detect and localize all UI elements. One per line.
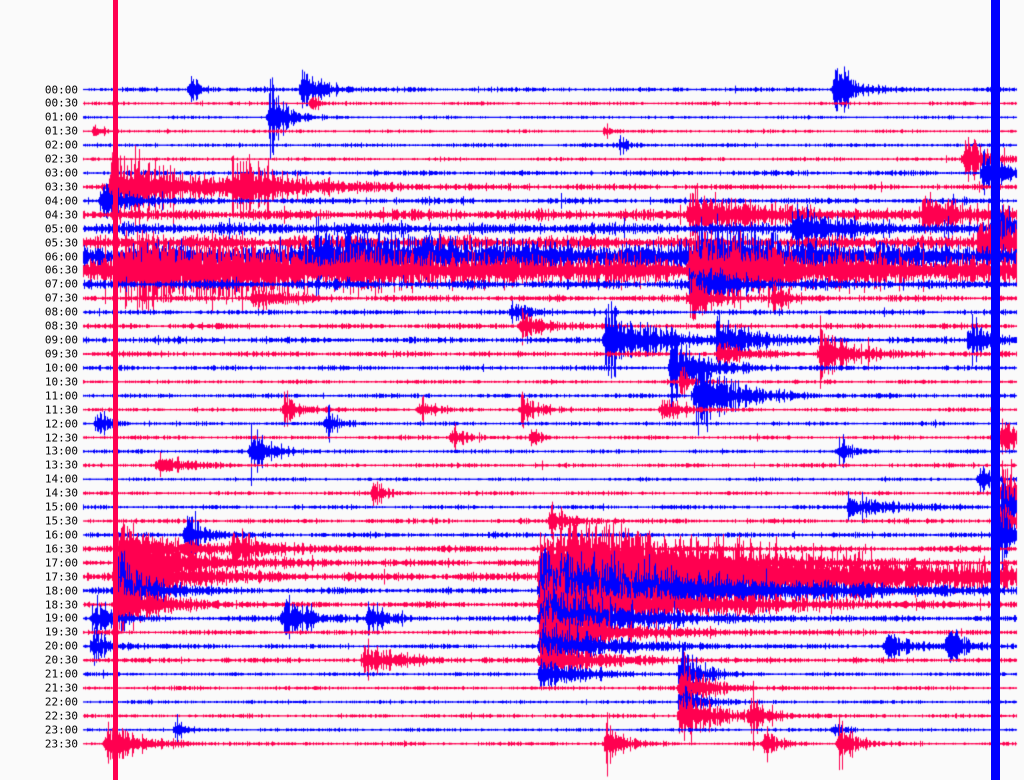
time-tick-0800: 08:00	[44, 305, 78, 319]
time-tick-1730: 17:30	[44, 570, 78, 584]
time-tick-2200: 22:00	[44, 695, 78, 709]
time-tick-1300: 13:00	[44, 444, 78, 458]
time-tick-0130: 01:30	[44, 124, 78, 138]
time-tick-0030: 00:30	[44, 96, 78, 110]
time-tick-1000: 10:00	[44, 361, 78, 375]
time-tick-0230: 02:30	[44, 152, 78, 166]
time-tick-0900: 09:00	[44, 333, 78, 347]
time-tick-0330: 03:30	[44, 180, 78, 194]
time-tick-0200: 02:00	[44, 138, 78, 152]
time-tick-2230: 22:30	[44, 709, 78, 723]
time-tick-0000: 00:00	[44, 83, 78, 96]
time-tick-1100: 11:00	[44, 389, 78, 403]
time-tick-1800: 18:00	[44, 584, 78, 598]
time-tick-1200: 12:00	[44, 417, 78, 431]
time-tick-1430: 14:30	[44, 486, 78, 500]
time-tick-0630: 06:30	[44, 263, 78, 277]
time-tick-1700: 17:00	[44, 556, 78, 570]
time-tick-0700: 07:00	[44, 277, 78, 291]
time-tick-0930: 09:30	[44, 347, 78, 361]
time-tick-2030: 20:30	[44, 653, 78, 667]
time-tick-0500: 05:00	[44, 222, 78, 236]
time-tick-1630: 16:30	[44, 542, 78, 556]
time-marker-blue-line	[991, 0, 1000, 780]
time-tick-0830: 08:30	[44, 319, 78, 333]
time-tick-1930: 19:30	[44, 625, 78, 639]
time-tick-2330: 23:30	[44, 737, 78, 751]
time-tick-0430: 04:30	[44, 208, 78, 222]
time-tick-0530: 05:30	[44, 236, 78, 250]
time-tick-1830: 18:30	[44, 598, 78, 612]
time-tick-1400: 14:00	[44, 472, 78, 486]
time-tick-2100: 21:00	[44, 667, 78, 681]
time-tick-1030: 10:30	[44, 375, 78, 389]
time-tick-1130: 11:30	[44, 403, 78, 417]
time-tick-2000: 20:00	[44, 639, 78, 653]
time-tick-0300: 03:00	[44, 166, 78, 180]
time-tick-0730: 07:30	[44, 291, 78, 305]
time-tick-1330: 13:30	[44, 458, 78, 472]
time-tick-1530: 15:30	[44, 514, 78, 528]
time-tick-0600: 06:00	[44, 250, 78, 264]
time-tick-1600: 16:00	[44, 528, 78, 542]
time-tick-0400: 04:00	[44, 194, 78, 208]
time-tick-0100: 01:00	[44, 110, 78, 124]
time-tick-2300: 23:00	[44, 723, 78, 737]
time-tick-1500: 15:00	[44, 500, 78, 514]
time-marker-red-line	[113, 0, 118, 780]
time-tick-2130: 21:30	[44, 681, 78, 695]
time-tick-1230: 12:30	[44, 431, 78, 444]
time-tick-1900: 19:00	[44, 611, 78, 625]
time-axis: 00:00 00:30 01:00 01:30 02:00 02:30 03:00 03:30…	[0, 0, 80, 780]
